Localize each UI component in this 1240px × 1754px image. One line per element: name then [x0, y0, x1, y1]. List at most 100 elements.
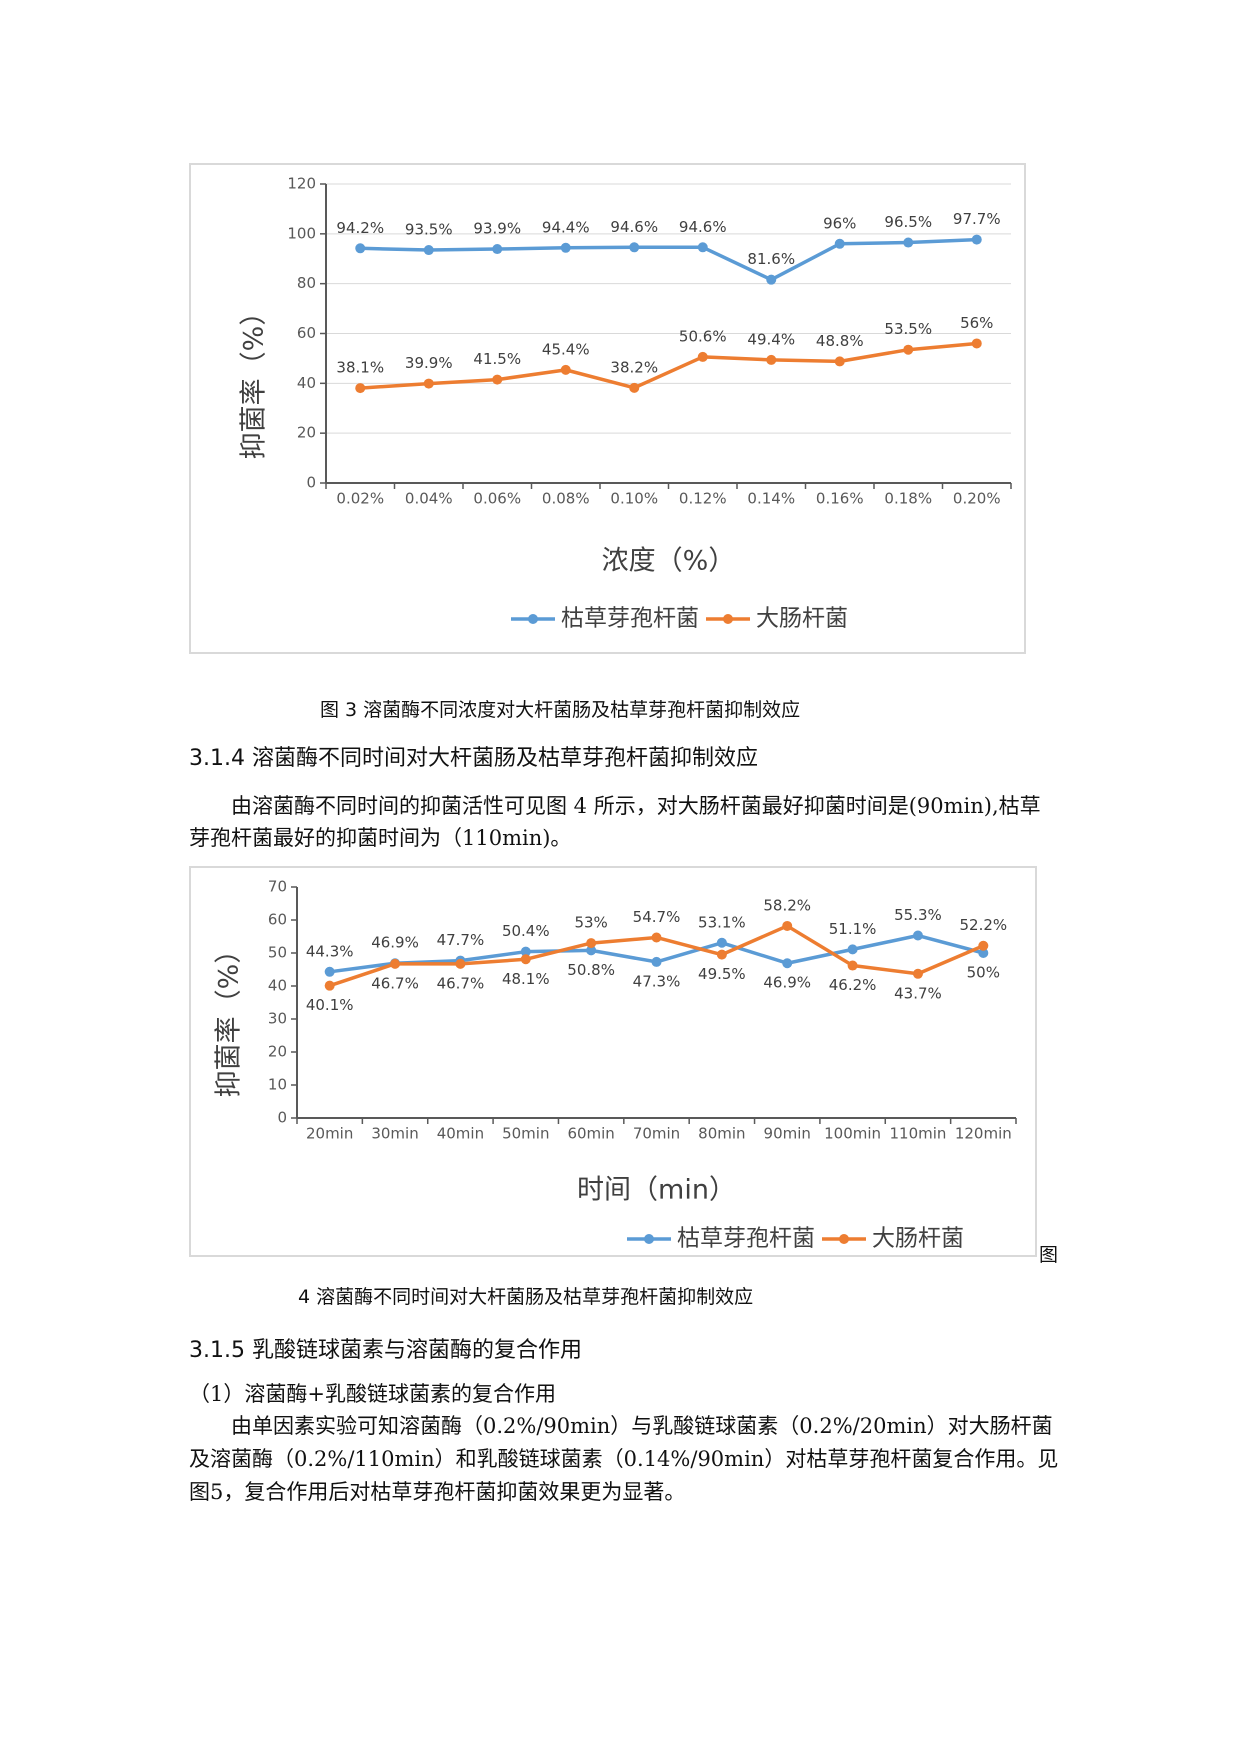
section-heading: 3.1.5 乳酸链球菌素与溶菌酶的复合作用 — [189, 1338, 582, 1363]
x-tick-label: 0.02% — [336, 490, 384, 508]
legend-marker — [644, 1234, 654, 1244]
paragraph: 由单因素实验可知溶菌酶（0.2%/90min）与乳酸链球菌素（0.2%/20mi… — [189, 1414, 1059, 1504]
data-label: 52.2% — [959, 916, 1007, 934]
figure-caption: 4 溶菌酶不同时间对大杆菌肠及枯草芽孢杆菌抑制效应 — [298, 1286, 754, 1308]
y-tick-label: 40 — [297, 374, 316, 392]
data-label: 40.1% — [306, 996, 354, 1014]
data-point — [912, 968, 923, 979]
x-axis-title: 浓度（%） — [602, 546, 736, 577]
data-point — [355, 243, 366, 254]
data-point — [766, 274, 777, 285]
data-label: 51.1% — [829, 920, 877, 938]
data-point — [847, 944, 858, 955]
y-tick-label: 20 — [297, 424, 316, 442]
figure-caption: 图 3 溶菌酶不同浓度对大杆菌肠及枯草芽孢杆菌抑制效应 — [320, 699, 801, 721]
x-tick-label: 0.04% — [405, 490, 453, 508]
y-tick-label: 120 — [287, 175, 316, 193]
data-label: 50.8% — [567, 961, 615, 979]
data-point — [971, 338, 982, 349]
data-label: 94.6% — [610, 218, 658, 236]
legend-marker — [528, 614, 538, 624]
section-heading: 3.1.4 溶菌酶不同时间对大杆菌肠及枯草芽孢杆菌抑制效应 — [189, 746, 758, 771]
data-label: 93.5% — [405, 221, 453, 239]
y-axis-title: 抑菌率（%） — [214, 937, 245, 1098]
data-point — [978, 940, 989, 951]
legend-label: 枯草芽孢杆菌 — [677, 1226, 815, 1252]
data-label: 53.5% — [884, 320, 932, 338]
data-point — [847, 960, 858, 971]
data-label: 49.5% — [698, 965, 746, 983]
x-tick-label: 70min — [633, 1125, 680, 1143]
x-tick-label: 110min — [889, 1125, 946, 1143]
x-tick-label: 120min — [955, 1125, 1012, 1143]
data-point — [834, 238, 845, 249]
data-label: 38.2% — [610, 358, 658, 376]
data-point — [697, 351, 708, 362]
y-tick-label: 60 — [268, 911, 287, 929]
data-label: 45.4% — [542, 340, 590, 358]
data-point — [716, 949, 727, 960]
x-tick-label: 90min — [764, 1125, 811, 1143]
legend-label: 大肠杆菌 — [872, 1226, 964, 1252]
data-point — [978, 948, 989, 958]
data-label: 46.9% — [371, 934, 419, 952]
y-tick-label: 50 — [268, 944, 287, 962]
legend-marker — [723, 614, 733, 624]
x-tick-label: 0.08% — [542, 490, 590, 508]
data-point — [560, 364, 571, 375]
data-label: 49.4% — [747, 330, 795, 348]
x-tick-label: 0.18% — [884, 490, 932, 508]
y-tick-label: 0 — [277, 1109, 287, 1127]
paragraph: 由溶菌酶不同时间的抑菌活性可见图 4 所示，对大肠杆菌最好抑菌时间是(90min… — [189, 794, 1041, 850]
x-tick-label: 0.12% — [679, 490, 727, 508]
data-point — [629, 382, 640, 393]
y-tick-label: 0 — [306, 474, 316, 492]
data-point — [651, 932, 662, 943]
data-point — [586, 945, 597, 956]
data-point — [423, 378, 434, 389]
data-label: 41.5% — [473, 350, 521, 368]
data-point — [586, 938, 597, 949]
data-point — [560, 242, 571, 253]
y-tick-label: 10 — [268, 1076, 287, 1094]
chart: 0 10 20 30 40 50 60 70 20min 30min 40min 50min 60min… — [214, 878, 1017, 1252]
x-tick-label: 20min — [306, 1125, 353, 1143]
legend-label: 大肠杆菌 — [756, 606, 848, 632]
data-point — [355, 383, 366, 394]
data-point — [912, 930, 923, 941]
data-point — [324, 980, 335, 991]
data-label: 38.1% — [336, 359, 384, 377]
data-point — [520, 954, 531, 965]
data-point — [520, 946, 531, 957]
data-point — [766, 354, 777, 365]
chart-frame: 0 10 20 30 40 50 60 70 20min 30min 40min 50min 60min… — [189, 866, 1037, 1257]
data-point — [903, 237, 914, 248]
data-label: 53.1% — [698, 913, 746, 931]
data-label: 50.6% — [679, 327, 727, 345]
x-tick-label: 50min — [502, 1125, 549, 1143]
data-label: 56% — [960, 314, 993, 332]
series-line — [360, 341, 977, 390]
data-label: 46.7% — [371, 974, 419, 992]
data-point — [492, 244, 503, 255]
x-tick-label: 0.10% — [610, 490, 658, 508]
y-tick-label: 80 — [297, 274, 316, 292]
data-label: 46.2% — [829, 976, 877, 994]
x-tick-label: 60min — [567, 1125, 614, 1143]
data-label: 97.7% — [953, 210, 1001, 228]
x-tick-label: 0.20% — [953, 490, 1001, 508]
x-tick-label: 80min — [698, 1125, 745, 1143]
data-label: 53% — [574, 914, 607, 932]
data-point — [782, 958, 793, 969]
x-tick-label: 0.14% — [747, 490, 795, 508]
data-label: 50% — [967, 964, 1000, 982]
data-point — [782, 920, 793, 931]
y-tick-label: 40 — [268, 977, 287, 995]
data-point — [651, 956, 662, 967]
data-label: 94.2% — [336, 219, 384, 237]
data-label: 93.9% — [473, 220, 521, 238]
x-tick-label: 100min — [824, 1125, 881, 1143]
data-label: 44.3% — [306, 942, 354, 960]
data-label: 39.9% — [405, 354, 453, 372]
